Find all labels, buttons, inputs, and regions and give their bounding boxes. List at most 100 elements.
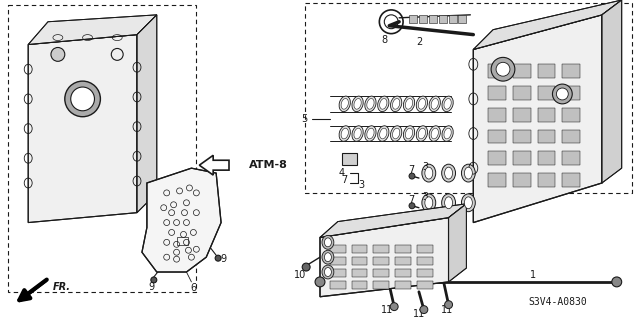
Bar xyxy=(351,281,367,289)
Polygon shape xyxy=(474,0,621,49)
Ellipse shape xyxy=(365,96,376,112)
Polygon shape xyxy=(474,15,602,223)
Polygon shape xyxy=(602,0,621,183)
Ellipse shape xyxy=(461,164,476,182)
Ellipse shape xyxy=(322,235,334,249)
Text: 4: 4 xyxy=(339,168,345,178)
Bar xyxy=(59,77,71,87)
Polygon shape xyxy=(199,155,229,175)
Text: 3: 3 xyxy=(423,162,429,172)
Bar xyxy=(395,269,411,277)
Bar xyxy=(77,77,88,87)
Ellipse shape xyxy=(324,268,332,277)
Bar xyxy=(417,245,433,253)
Bar xyxy=(449,15,456,23)
Bar xyxy=(513,64,531,78)
Circle shape xyxy=(315,277,325,287)
Text: S3V4-A0830: S3V4-A0830 xyxy=(528,297,587,307)
Bar xyxy=(513,130,531,144)
Ellipse shape xyxy=(322,265,334,279)
Bar xyxy=(563,108,580,122)
Polygon shape xyxy=(449,204,467,282)
Text: 7: 7 xyxy=(408,165,414,175)
Circle shape xyxy=(491,57,515,81)
Bar xyxy=(395,245,411,253)
Bar xyxy=(59,95,71,105)
Ellipse shape xyxy=(445,197,452,209)
Bar xyxy=(41,113,53,122)
Text: 11: 11 xyxy=(440,305,452,315)
Bar xyxy=(563,130,580,144)
Bar xyxy=(59,130,71,140)
Ellipse shape xyxy=(354,128,361,139)
Bar xyxy=(77,59,88,69)
Bar xyxy=(330,269,346,277)
Bar xyxy=(429,15,436,23)
Bar xyxy=(419,15,427,23)
Circle shape xyxy=(65,81,100,117)
Circle shape xyxy=(151,277,157,283)
Bar xyxy=(41,166,53,176)
Bar xyxy=(342,153,356,165)
Circle shape xyxy=(302,263,310,271)
Text: 3: 3 xyxy=(423,192,429,202)
Bar xyxy=(373,281,389,289)
Bar xyxy=(305,3,632,193)
Ellipse shape xyxy=(403,126,415,141)
Bar xyxy=(351,245,367,253)
Ellipse shape xyxy=(425,167,433,179)
Bar xyxy=(177,237,188,245)
Bar xyxy=(112,166,124,176)
Ellipse shape xyxy=(422,194,436,212)
Bar xyxy=(77,166,88,176)
Ellipse shape xyxy=(341,128,348,139)
Bar xyxy=(95,59,106,69)
Bar xyxy=(112,95,124,105)
Bar xyxy=(41,77,53,87)
Bar xyxy=(41,130,53,140)
Bar xyxy=(41,59,53,69)
Bar xyxy=(513,86,531,100)
Bar xyxy=(488,64,506,78)
Ellipse shape xyxy=(390,126,402,141)
Ellipse shape xyxy=(378,96,389,112)
Bar xyxy=(112,77,124,87)
Bar xyxy=(373,245,389,253)
Bar xyxy=(95,148,106,158)
Bar xyxy=(538,173,556,187)
Ellipse shape xyxy=(444,99,451,109)
Bar xyxy=(8,5,196,292)
Ellipse shape xyxy=(445,167,452,179)
Bar xyxy=(417,269,433,277)
Bar xyxy=(95,95,106,105)
Ellipse shape xyxy=(392,99,400,109)
Ellipse shape xyxy=(380,128,387,139)
Ellipse shape xyxy=(367,99,374,109)
Text: 10: 10 xyxy=(294,270,307,280)
Bar xyxy=(41,148,53,158)
Polygon shape xyxy=(137,15,157,213)
Circle shape xyxy=(556,88,568,100)
Bar xyxy=(41,95,53,105)
Circle shape xyxy=(552,84,572,104)
Bar xyxy=(513,108,531,122)
Circle shape xyxy=(612,277,621,287)
Ellipse shape xyxy=(419,99,426,109)
Ellipse shape xyxy=(416,126,428,141)
Bar xyxy=(330,281,346,289)
Bar xyxy=(95,130,106,140)
Circle shape xyxy=(390,303,398,311)
Polygon shape xyxy=(142,168,221,272)
Ellipse shape xyxy=(339,96,350,112)
Ellipse shape xyxy=(442,126,453,141)
Circle shape xyxy=(409,173,415,179)
Ellipse shape xyxy=(341,99,348,109)
Circle shape xyxy=(496,62,510,76)
Circle shape xyxy=(71,87,95,111)
Ellipse shape xyxy=(367,128,374,139)
Bar xyxy=(488,130,506,144)
Ellipse shape xyxy=(405,99,413,109)
Bar xyxy=(409,15,417,23)
Bar xyxy=(488,151,506,165)
Circle shape xyxy=(445,301,452,308)
